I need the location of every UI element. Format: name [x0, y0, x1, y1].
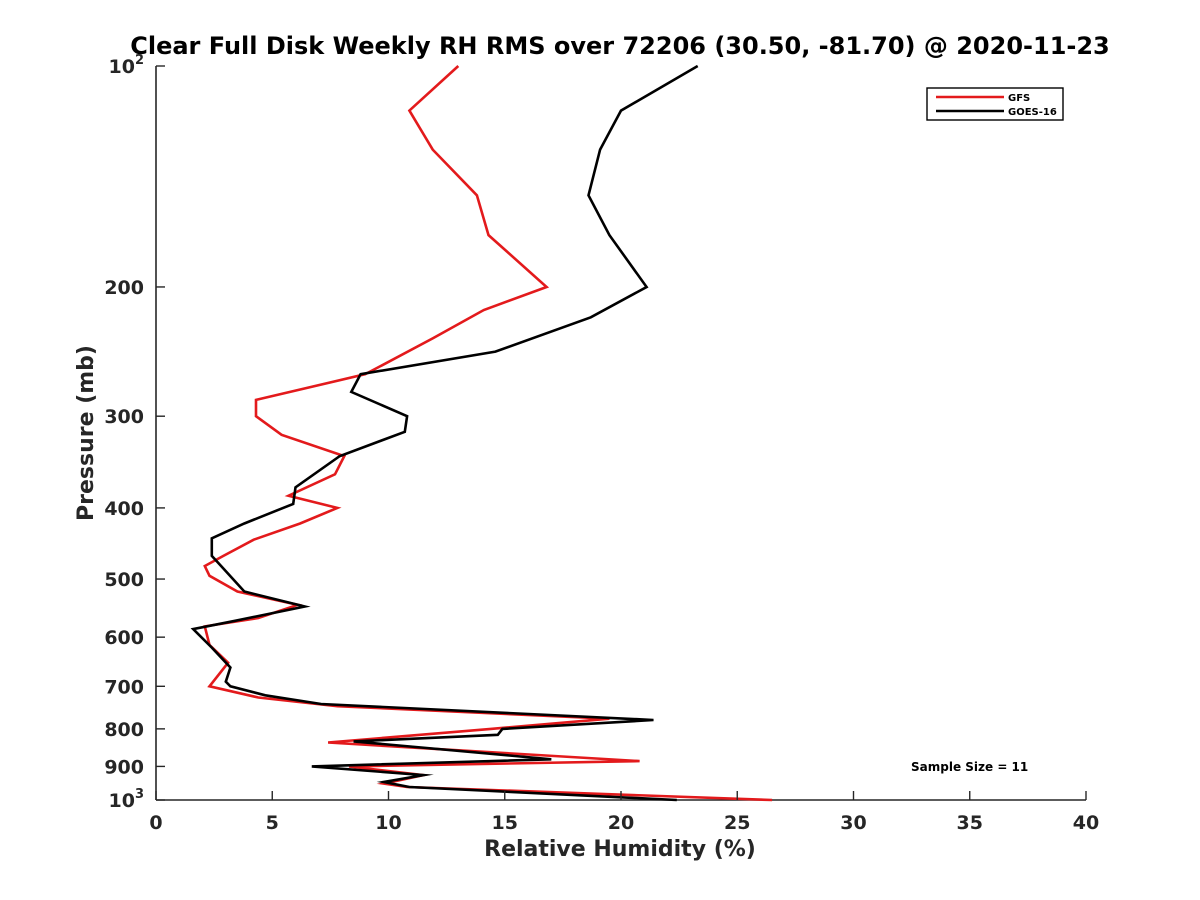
series-layer	[190, 64, 773, 802]
y-tick-label: 400	[104, 498, 144, 520]
x-tick-label: 30	[840, 812, 866, 834]
x-axis-label: Relative Humidity (%)	[484, 837, 756, 862]
x-tick-label: 15	[492, 812, 518, 834]
legend-box	[926, 87, 1064, 121]
x-tick-label: 10	[375, 812, 401, 834]
y-tick-label: 700	[104, 676, 144, 698]
y-tick-exponent: 2	[135, 53, 144, 68]
y-tick-label: 900	[104, 756, 144, 778]
series-line-gfs	[203, 65, 773, 802]
y-tick-label: 103	[109, 787, 145, 812]
x-tick-label: 20	[608, 812, 634, 834]
sample-size-annotation: Sample Size = 11	[911, 760, 1028, 774]
chart-title: Clear Full Disk Weekly RH RMS over 72206…	[130, 32, 1110, 60]
x-tick-label: 35	[957, 812, 983, 834]
x-tick-label: 5	[266, 812, 279, 834]
ticks-layer: 0 5 10 15 20 25 30 35 40102200300400500600700800…	[104, 53, 1099, 834]
y-axis-label: Pressure (mb)	[74, 345, 99, 521]
y-tick-base: 10	[109, 56, 135, 78]
y-tick-base: 10	[109, 790, 135, 812]
legend-label: GOES-16	[1008, 107, 1057, 118]
legend: GFS GOES-16	[926, 87, 1064, 121]
x-tick-label: 25	[724, 812, 750, 834]
y-tick-label: 300	[104, 406, 144, 428]
series-line-goes-16	[190, 64, 699, 802]
y-tick-label: 800	[104, 719, 144, 741]
legend-label: GFS	[1008, 93, 1030, 104]
y-tick-label: 600	[104, 627, 144, 649]
y-tick-exponent: 3	[135, 787, 144, 802]
y-tick-label: 200	[104, 277, 144, 299]
y-tick-label: 102	[109, 53, 145, 78]
y-tick-label: 500	[104, 569, 144, 591]
x-tick-label: 40	[1073, 812, 1099, 834]
x-tick-label: 0	[149, 812, 162, 834]
